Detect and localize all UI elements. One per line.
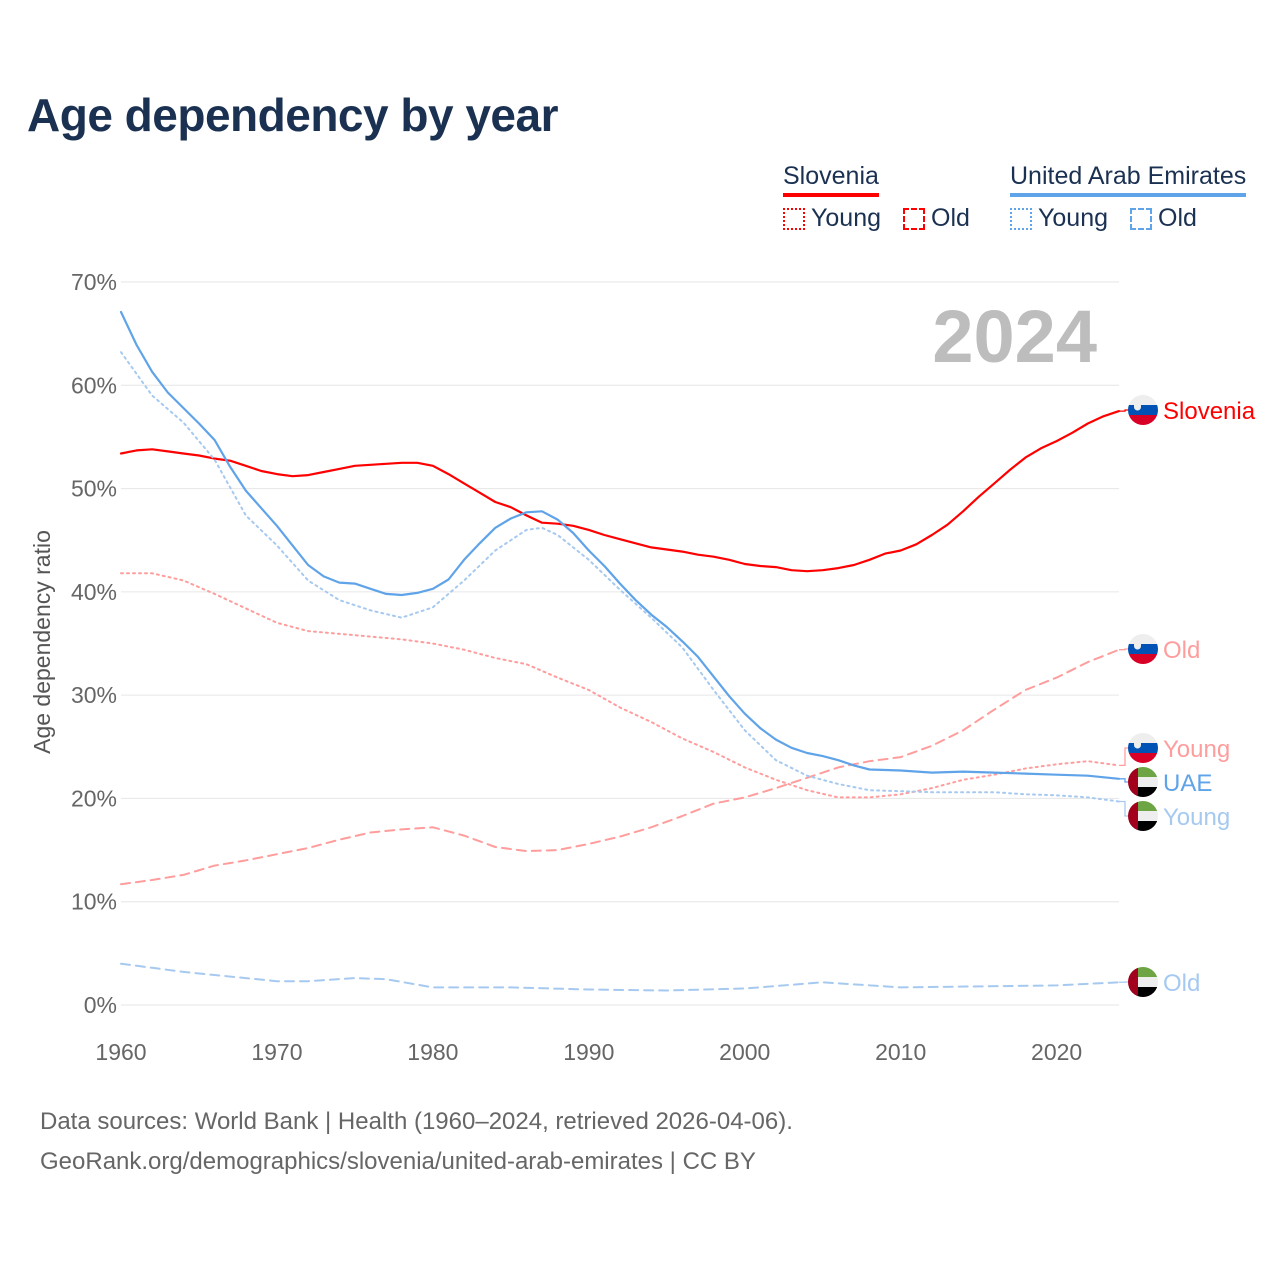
year-watermark: 2024: [932, 295, 1097, 378]
flag-stripe: [1128, 644, 1158, 654]
flag-stripe: [1128, 801, 1138, 831]
legend-label: Young: [811, 204, 881, 232]
legend-uae-old[interactable]: Old: [1130, 204, 1197, 233]
flag-emblem: [1134, 402, 1141, 411]
flag-stripe: [1128, 634, 1158, 644]
legend-uae-young[interactable]: Young: [1010, 204, 1108, 233]
flag-body: [1128, 733, 1158, 763]
end-label: Young: [1163, 804, 1230, 831]
flag-stripe: [1128, 987, 1158, 997]
legend-label: Old: [931, 204, 970, 232]
flag-stripe: [1128, 733, 1158, 743]
series-line-slovenia_old: [120, 648, 1120, 886]
series-line-slovenia_young: [120, 572, 1120, 799]
legend-label: Young: [1038, 204, 1108, 232]
y-tick-label: 40%: [71, 579, 117, 605]
flag-stripe: [1128, 743, 1158, 753]
series-line-slovenia_total: [119, 410, 1121, 573]
y-tick-label: 0%: [84, 992, 117, 1018]
flag-body: [1128, 767, 1158, 797]
y-tick-label: 50%: [71, 476, 117, 502]
flag-stripe: [1128, 777, 1158, 787]
series-line-uae_total: [119, 310, 1121, 780]
x-tick-label: 2020: [1031, 1039, 1082, 1065]
flag-emblem: [1134, 641, 1141, 650]
y-tick-label: 30%: [71, 682, 117, 708]
end-label: UAE: [1163, 770, 1212, 797]
footer-link[interactable]: GeoRank.org/demographics/slovenia/united…: [40, 1148, 756, 1175]
legend-label: Old: [1158, 204, 1197, 232]
slovenia-flag-icon: [1128, 395, 1158, 425]
x-tick-label: 1990: [563, 1039, 614, 1065]
flag-stripe: [1128, 977, 1158, 987]
flag-stripe: [1128, 811, 1158, 821]
y-tick-label: 60%: [71, 372, 117, 398]
y-tick-label: 70%: [71, 269, 117, 295]
end-label: Old: [1163, 970, 1200, 997]
slovenia-flag-icon: [1128, 733, 1158, 763]
footer-source: Data sources: World Bank | Health (1960–…: [40, 1108, 793, 1135]
flag-body: [1128, 967, 1158, 997]
legend-slovenia[interactable]: Slovenia: [783, 162, 879, 197]
dotted-swatch-icon: [783, 207, 805, 230]
legend-slovenia-young[interactable]: Young: [783, 204, 881, 233]
flag-body: [1128, 801, 1158, 831]
y-axis-label: Age dependency ratio: [29, 530, 55, 754]
dotted-swatch-icon: [1010, 207, 1032, 230]
flag-stripe: [1128, 821, 1158, 831]
flag-stripe: [1128, 767, 1158, 777]
series-line-uae_young: [120, 351, 1120, 803]
flag-stripe: [1128, 967, 1158, 977]
x-tick-label: 2000: [719, 1039, 770, 1065]
flag-stripe: [1128, 395, 1158, 405]
x-tick-label: 1970: [251, 1039, 302, 1065]
x-tick-label: 1960: [95, 1039, 146, 1065]
end-label: Young: [1163, 736, 1230, 763]
flag-stripe: [1128, 415, 1158, 425]
flag-body: [1128, 395, 1158, 425]
end-label: Slovenia: [1163, 398, 1256, 425]
legend-slovenia-old[interactable]: Old: [903, 204, 970, 233]
uae-flag-icon: [1128, 967, 1158, 997]
x-tick-label: 2010: [875, 1039, 926, 1065]
y-tick-label: 20%: [71, 785, 117, 811]
dashed-swatch-icon: [1130, 207, 1152, 230]
dashed-swatch-icon: [903, 207, 925, 230]
legend-uae[interactable]: United Arab Emirates: [1010, 162, 1247, 197]
uae-flag-icon: [1128, 801, 1158, 831]
uae-flag-icon: [1128, 767, 1158, 797]
flag-stripe: [1128, 753, 1158, 763]
flag-stripe: [1128, 967, 1138, 997]
y-tick-label: 10%: [71, 889, 117, 915]
end-label: Old: [1163, 637, 1200, 664]
flag-stripe: [1128, 405, 1158, 415]
flag-stripe: [1128, 801, 1158, 811]
flag-stripe: [1128, 767, 1138, 797]
flag-stripe: [1128, 787, 1158, 797]
series-line-uae_old: [120, 962, 1120, 992]
slovenia-flag-icon: [1128, 634, 1158, 664]
flag-emblem: [1134, 740, 1141, 749]
flag-body: [1128, 634, 1158, 664]
x-tick-label: 1980: [407, 1039, 458, 1065]
chart-title: Age dependency by year: [27, 89, 558, 141]
flag-stripe: [1128, 654, 1158, 664]
